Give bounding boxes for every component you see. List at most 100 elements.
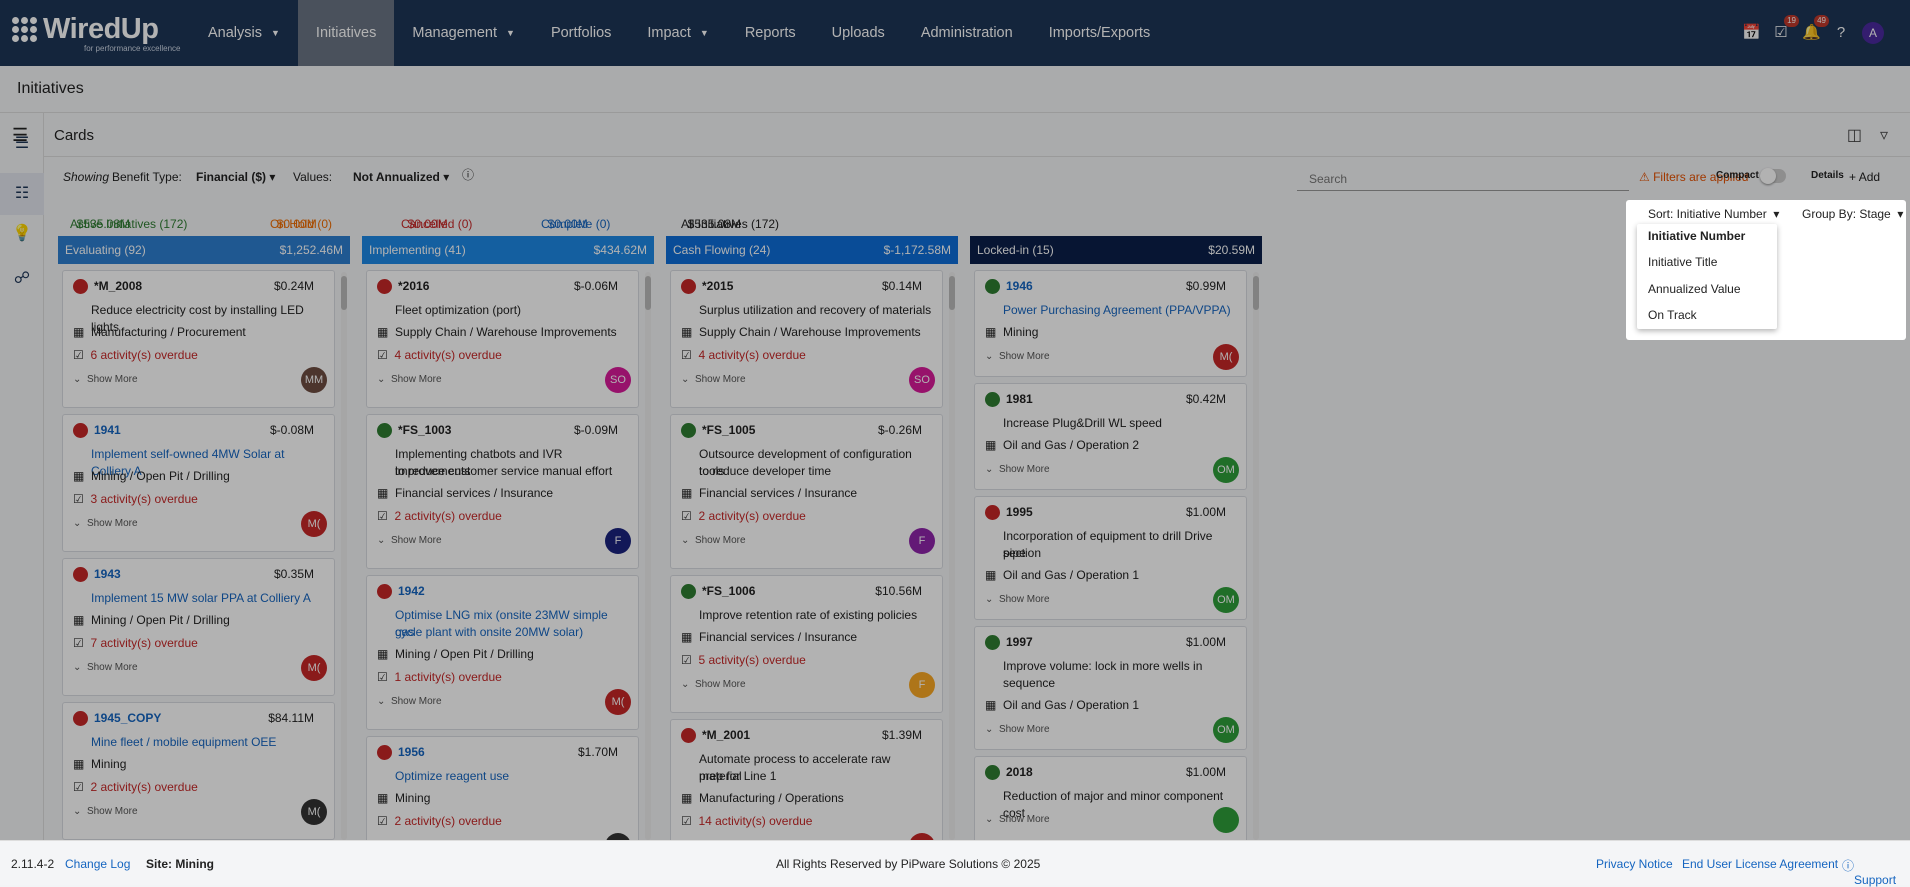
- initiative-title[interactable]: Implement 15 MW solar PPA at Colliery A: [91, 591, 311, 605]
- show-more-button[interactable]: ⌄ Show More: [985, 351, 1050, 362]
- nav-item-analysis[interactable]: Analysis ▼: [190, 0, 298, 66]
- owner-avatar[interactable]: SO: [605, 367, 631, 393]
- add-button[interactable]: + Add: [1849, 170, 1881, 184]
- nav-item-administration[interactable]: Administration: [903, 0, 1031, 66]
- privacy-link[interactable]: Privacy Notice: [1596, 857, 1673, 871]
- overdue-activities[interactable]: 7 activity(s) overdue: [90, 636, 198, 650]
- initiative-title[interactable]: Optimise LNG mix (onsite 23MW simple gas: [395, 608, 608, 639]
- initiative-card[interactable]: 2018 $1.00M Reduction of major and minor c…: [974, 756, 1247, 840]
- overdue-activities[interactable]: 2 activity(s) overdue: [698, 509, 806, 523]
- initiative-card[interactable]: 1942 Optimise LNG mix (onsite 23MW simple…: [366, 575, 639, 730]
- show-more-button[interactable]: ⌄ Show More: [377, 374, 442, 385]
- initiative-card[interactable]: 1995 $1.00M Incorporation of equipment to …: [974, 496, 1247, 620]
- initiative-number[interactable]: 1942: [398, 584, 425, 598]
- initiative-card[interactable]: 1981 $0.42M Increase Plug&Drill WL speed ▦ …: [974, 383, 1247, 490]
- sort-option-on-track[interactable]: On Track: [1648, 308, 1697, 322]
- initiative-card[interactable]: *FS_1006 $10.56M Improve retention rate of…: [670, 575, 943, 713]
- initiative-card[interactable]: 1941 $-0.08M Implement self-owned 4MW Sola…: [62, 414, 335, 552]
- show-more-button[interactable]: ⌄ Show More: [681, 535, 746, 546]
- speed-icon[interactable]: ☍: [13, 270, 31, 287]
- show-more-button[interactable]: ⌄ Show More: [73, 806, 138, 817]
- initiative-number[interactable]: 1956: [398, 745, 425, 759]
- sort-select[interactable]: Sort: Initiative Number ▾: [1648, 207, 1780, 221]
- owner-avatar[interactable]: F: [909, 528, 935, 554]
- initiative-card[interactable]: 1946 $0.99M Power Purchasing Agreement (PP…: [974, 270, 1247, 377]
- overdue-activities[interactable]: 2 activity(s) overdue: [394, 509, 502, 523]
- initiative-number[interactable]: 1943: [94, 567, 121, 581]
- filter-icon[interactable]: ▿: [1879, 127, 1888, 144]
- initiative-number[interactable]: 1945_COPY: [94, 711, 162, 725]
- initiative-card[interactable]: 1997 $1.00M Improve volume: lock in more w…: [974, 626, 1247, 750]
- initiative-title[interactable]: cycle plant with onsite 20MW solar): [395, 625, 584, 639]
- nav-item-initiatives[interactable]: Initiatives: [297, 0, 395, 66]
- stage-header[interactable]: Evaluating (92) $1,252.46M: [58, 236, 350, 264]
- owner-avatar[interactable]: OM: [1213, 717, 1239, 743]
- owner-avatar[interactable]: F: [605, 528, 631, 554]
- owner-avatar[interactable]: F: [909, 672, 935, 698]
- show-more-button[interactable]: ⌄ Show More: [985, 814, 1050, 825]
- owner-avatar[interactable]: [909, 833, 935, 840]
- nav-item-uploads[interactable]: Uploads: [814, 0, 903, 66]
- owner-avatar[interactable]: SO: [909, 367, 935, 393]
- cancelled-initiatives[interactable]: Cancelled (0) $0.00M: [401, 217, 473, 231]
- initiative-card[interactable]: *2016 $-0.06M Fleet optimization (port) ▦ S…: [366, 270, 639, 408]
- initiative-title[interactable]: Mine fleet / mobile equipment OEE: [91, 735, 277, 749]
- initiative-card[interactable]: *FS_1003 $-0.09M Implementing chatbots and…: [366, 414, 639, 569]
- owner-avatar[interactable]: M(: [1213, 344, 1239, 370]
- overdue-activities[interactable]: 14 activity(s) overdue: [698, 814, 813, 828]
- calendar-icon[interactable]: 📅: [1742, 24, 1761, 41]
- initiative-card[interactable]: *M_2001 $1.39M Automate process to acceler…: [670, 719, 943, 840]
- show-more-button[interactable]: ⌄ Show More: [377, 696, 442, 707]
- initiative-title[interactable]: Implement self-owned 4MW Solar at Collie…: [91, 447, 285, 478]
- initiative-card[interactable]: *FS_1005 $-0.26M Outsource development of …: [670, 414, 943, 569]
- active-initiatives[interactable]: Active Initiatives (172) $535.08M: [70, 217, 188, 231]
- hamburger-icon[interactable]: ☰: [12, 125, 29, 145]
- show-more-button[interactable]: ⌄ Show More: [985, 594, 1050, 605]
- search-input[interactable]: Search: [1297, 165, 1629, 191]
- support-link[interactable]: ⓘ Support: [1842, 859, 1897, 887]
- initiative-card[interactable]: 1943 $0.35M Implement 15 MW solar PPA at C…: [62, 558, 335, 696]
- initiative-card[interactable]: *M_2008 $0.24M Reduce electricity cost by …: [62, 270, 335, 408]
- initiative-number[interactable]: 1946: [1006, 279, 1033, 293]
- sort-option-initiative-number[interactable]: Initiative Number: [1648, 229, 1746, 243]
- nav-item-management[interactable]: Management ▼: [394, 0, 533, 66]
- cards-view-icon[interactable]: ☷: [0, 173, 44, 215]
- initiative-card[interactable]: *2015 $0.14M Surplus utilization and recov…: [670, 270, 943, 408]
- column-scrollbar[interactable]: [341, 272, 347, 840]
- column-scrollbar[interactable]: [949, 272, 955, 840]
- show-more-button[interactable]: ⌄ Show More: [681, 374, 746, 385]
- benefit-type-select[interactable]: Financial ($) ▾: [196, 170, 276, 184]
- list-view-icon[interactable]: ☰: [14, 135, 30, 152]
- show-more-button[interactable]: ⌄ Show More: [73, 662, 138, 673]
- owner-avatar[interactable]: [605, 833, 631, 840]
- overdue-activities[interactable]: 4 activity(s) overdue: [394, 348, 502, 362]
- eula-link[interactable]: End User License Agreement: [1682, 857, 1839, 871]
- initiative-number[interactable]: 1941: [94, 423, 121, 437]
- sort-option-annualized-value[interactable]: Annualized Value: [1648, 282, 1741, 296]
- show-more-button[interactable]: ⌄ Show More: [377, 535, 442, 546]
- initiative-card[interactable]: 1956 $1.70M Optimize reagent use ▦ Mining ☑ …: [366, 736, 639, 840]
- column-scrollbar[interactable]: [1253, 272, 1259, 840]
- owner-avatar[interactable]: OM: [1213, 457, 1239, 483]
- lightbulb-icon[interactable]: 💡: [12, 225, 32, 242]
- changelog-link[interactable]: Change Log: [65, 857, 131, 871]
- nav-item-reports[interactable]: Reports: [727, 0, 814, 66]
- column-scrollbar[interactable]: [645, 272, 651, 840]
- overdue-activities[interactable]: 5 activity(s) overdue: [698, 653, 806, 667]
- nav-item-imports-exports[interactable]: Imports/Exports: [1031, 0, 1169, 66]
- nav-item-impact[interactable]: Impact ▼: [629, 0, 726, 66]
- bell-icon[interactable]: 🔔 49: [1802, 15, 1829, 42]
- stage-header[interactable]: Implementing (41) $434.62M: [362, 236, 654, 264]
- owner-avatar[interactable]: MM: [301, 367, 327, 393]
- overdue-activities[interactable]: 3 activity(s) overdue: [90, 492, 198, 506]
- values-select[interactable]: Not Annualized ▾: [353, 170, 450, 184]
- sort-option-initiative-title[interactable]: Initiative Title: [1648, 255, 1718, 269]
- overdue-activities[interactable]: 4 activity(s) overdue: [698, 348, 806, 362]
- owner-avatar[interactable]: M(: [301, 511, 327, 537]
- show-more-button[interactable]: ⌄ Show More: [985, 464, 1050, 475]
- stage-header[interactable]: Locked-in (15) $20.59M: [970, 236, 1262, 264]
- complete-initiatives[interactable]: Complete (0) $0.00M: [541, 217, 611, 231]
- initiative-title[interactable]: Optimize reagent use: [395, 769, 510, 783]
- overdue-activities[interactable]: 1 activity(s) overdue: [394, 670, 502, 684]
- overdue-activities[interactable]: 2 activity(s) overdue: [90, 780, 198, 794]
